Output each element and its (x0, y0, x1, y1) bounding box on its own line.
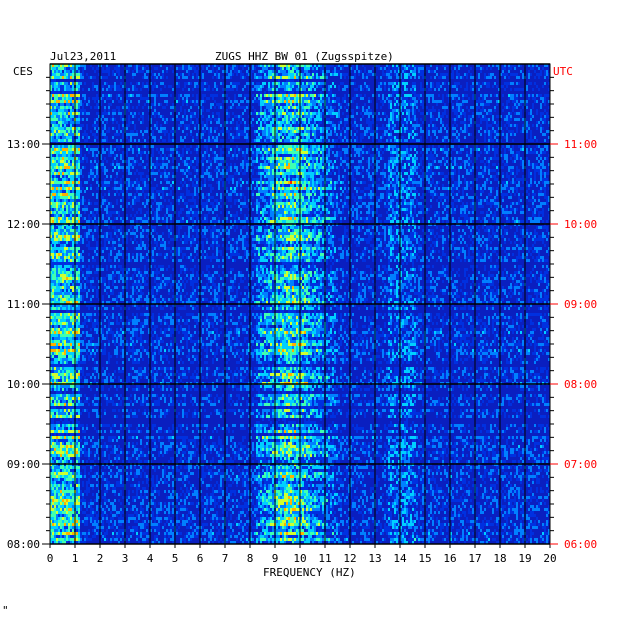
x-tick-label: 12 (343, 552, 356, 565)
x-tick-label: 13 (368, 552, 381, 565)
x-tick-label: 9 (272, 552, 279, 565)
right-axis-label: UTC (553, 65, 573, 78)
x-tick-label: 4 (147, 552, 154, 565)
x-tick-label: 18 (493, 552, 506, 565)
spectral-texture (50, 64, 550, 544)
x-tick-label: 3 (122, 552, 129, 565)
plot-area (49, 63, 551, 545)
x-tick-label: 1 (72, 552, 79, 565)
x-tick-label: 6 (197, 552, 204, 565)
date-label: Jul23,2011 (50, 50, 116, 63)
right-tick-label: 07:00 (564, 458, 597, 471)
x-tick-label: 15 (418, 552, 431, 565)
right-tick-label: 06:00 (564, 538, 597, 551)
x-tick-label: 0 (47, 552, 54, 565)
right-tick-label: 10:00 (564, 218, 597, 231)
x-tick-label: 8 (247, 552, 254, 565)
x-tick-label: 20 (543, 552, 556, 565)
right-tick-label: 11:00 (564, 138, 597, 151)
x-tick-label: 16 (443, 552, 456, 565)
right-tick-label: 09:00 (564, 298, 597, 311)
x-tick-label: 2 (97, 552, 104, 565)
left-tick-label: 13:00 (7, 138, 40, 151)
x-axis-label: FREQUENCY (HZ) (263, 566, 356, 579)
left-tick-label: 11:00 (7, 298, 40, 311)
x-tick-label: 17 (468, 552, 481, 565)
x-tick-label: 5 (172, 552, 179, 565)
left-axis-label: CES (13, 65, 33, 78)
station-title: ZUGS HHZ BW 01 (Zugsspitze) (215, 50, 394, 63)
x-tick-label: 10 (293, 552, 306, 565)
x-tick-label: 19 (518, 552, 531, 565)
left-tick-label: 12:00 (7, 218, 40, 231)
x-tick-label: 11 (318, 552, 331, 565)
x-tick-label: 14 (393, 552, 407, 565)
footer-mark: " (2, 604, 9, 617)
left-tick-label: 10:00 (7, 378, 40, 391)
left-tick-label: 09:00 (7, 458, 40, 471)
x-tick-label: 7 (222, 552, 229, 565)
left-tick-label: 08:00 (7, 538, 40, 551)
right-tick-label: 08:00 (564, 378, 597, 391)
